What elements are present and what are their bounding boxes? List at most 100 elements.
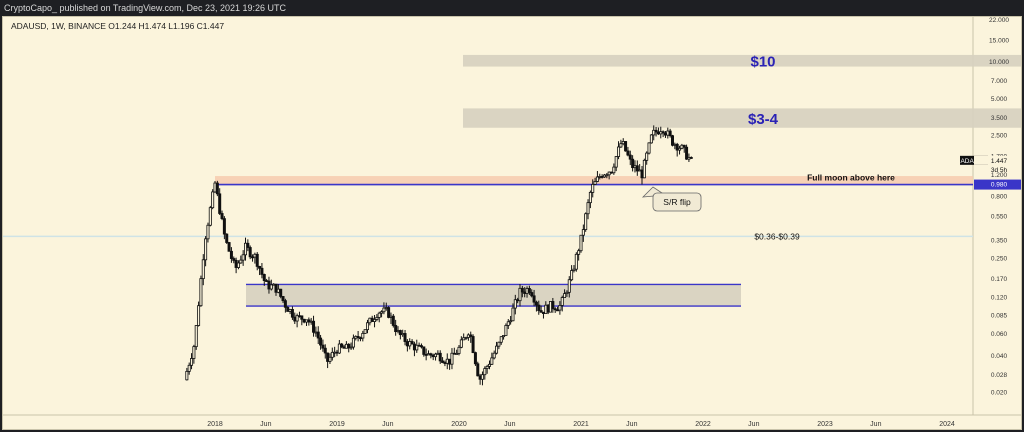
x-tick-label: Jun xyxy=(382,421,393,428)
candle-body xyxy=(617,146,621,157)
y-tick-label: 0.085 xyxy=(991,313,1008,320)
candle-body xyxy=(483,368,487,376)
candle-body xyxy=(241,254,245,261)
candle-body xyxy=(586,202,590,215)
candle-body xyxy=(215,182,219,195)
y-tick-label: 0.800 xyxy=(991,193,1008,200)
candle-body xyxy=(213,182,217,193)
candle-body xyxy=(251,256,255,259)
candle-body xyxy=(333,351,337,354)
candle-body xyxy=(314,331,318,334)
candle-body xyxy=(445,358,449,364)
candle-body xyxy=(426,353,430,356)
y-tick-label: 22.000 xyxy=(989,17,1009,24)
candle-body xyxy=(288,309,292,312)
candle-body xyxy=(260,267,264,275)
candle-body xyxy=(607,171,611,176)
candle-body xyxy=(642,159,646,179)
candle-body xyxy=(567,279,571,293)
candle-body xyxy=(225,233,229,243)
candle-body xyxy=(685,146,689,160)
candle-body xyxy=(513,299,517,309)
candle-body xyxy=(290,309,294,318)
candle-body xyxy=(234,259,238,268)
candle-body xyxy=(220,213,224,220)
zone-label: $10 xyxy=(750,54,775,71)
candle-body xyxy=(645,152,649,161)
x-tick-label: Jun xyxy=(748,421,759,428)
candle-body xyxy=(614,156,618,168)
candle-body xyxy=(523,291,527,294)
x-tick-label: Jun xyxy=(260,421,271,428)
candle-body xyxy=(480,374,484,380)
candle-body xyxy=(588,191,592,204)
candle-body xyxy=(532,295,536,303)
candle-body xyxy=(462,337,466,341)
candles xyxy=(185,125,693,386)
candle-body xyxy=(253,253,257,258)
candle-body xyxy=(302,318,306,323)
candle-body xyxy=(457,346,461,354)
candle-body xyxy=(502,335,506,338)
candle-body xyxy=(222,218,226,235)
candle-body xyxy=(384,307,388,309)
candle-body xyxy=(377,312,381,318)
candle-body xyxy=(429,353,433,356)
candle-body xyxy=(269,284,273,290)
candle-body xyxy=(185,370,189,381)
candle-body xyxy=(232,258,236,261)
candle-body xyxy=(654,129,658,133)
candle-body xyxy=(211,191,215,209)
candle-body xyxy=(382,307,386,313)
x-axis: 2018 Jun 2019 Jun 2020 Jun 2021 Jun 2022 Jun 2023 J… xyxy=(207,421,955,428)
candle-body xyxy=(478,375,482,380)
candle-body xyxy=(459,339,463,348)
candle-body xyxy=(443,362,447,364)
candle-body xyxy=(218,193,222,214)
candle-body xyxy=(574,253,578,270)
y-tick-label: 0.350 xyxy=(991,237,1008,244)
y-tick-label: 15.000 xyxy=(989,37,1009,44)
y-tick-label: 1.200 xyxy=(991,172,1008,179)
zone-box xyxy=(246,284,741,307)
candle-body xyxy=(365,322,369,331)
candle-body xyxy=(656,131,660,135)
candle-body xyxy=(246,242,250,248)
candle-body xyxy=(274,283,278,293)
candle-body xyxy=(326,352,330,362)
candle-body xyxy=(652,129,656,136)
y-tick-label: 0.550 xyxy=(991,213,1008,220)
candle-body xyxy=(391,315,395,326)
candle-body xyxy=(358,337,362,340)
candlestick-chart[interactable]: 22.000 15.000 10.000 7.000 5.000 3.500 2.500 1.… xyxy=(3,17,1021,429)
candle-body xyxy=(323,347,327,354)
support-label: $0.36-$0.39 xyxy=(754,231,800,241)
candle-body xyxy=(441,360,445,363)
candle-body xyxy=(335,351,339,354)
candle-body xyxy=(194,325,198,348)
candle-body xyxy=(262,274,266,281)
candle-body xyxy=(466,334,470,338)
candle-body xyxy=(267,280,271,290)
candle-body xyxy=(626,150,630,156)
candle-body xyxy=(321,344,325,349)
candle-body xyxy=(192,346,196,359)
symbol-ohlc-line: ADAUSD, 1W, BINANCE O1.244 H1.474 L1.196… xyxy=(11,21,225,31)
candle-body xyxy=(556,309,560,312)
candle-body xyxy=(283,300,287,308)
candle-body xyxy=(673,143,677,146)
y-tick-label: 10.000 xyxy=(989,59,1009,66)
chart-area[interactable]: 22.000 15.000 10.000 7.000 5.000 3.500 2.500 1.… xyxy=(2,16,1022,430)
candle-body xyxy=(577,250,581,255)
y-tick-label: 0.250 xyxy=(991,255,1008,262)
candle-body xyxy=(675,143,679,151)
candle-body xyxy=(668,130,672,137)
candle-body xyxy=(485,365,489,369)
candle-body xyxy=(229,250,233,259)
x-tick-label: 2022 xyxy=(695,421,711,428)
candle-body xyxy=(276,288,280,293)
candle-body xyxy=(361,332,365,339)
candle-body xyxy=(541,311,545,314)
candle-body xyxy=(527,288,531,293)
candle-body xyxy=(666,130,670,136)
